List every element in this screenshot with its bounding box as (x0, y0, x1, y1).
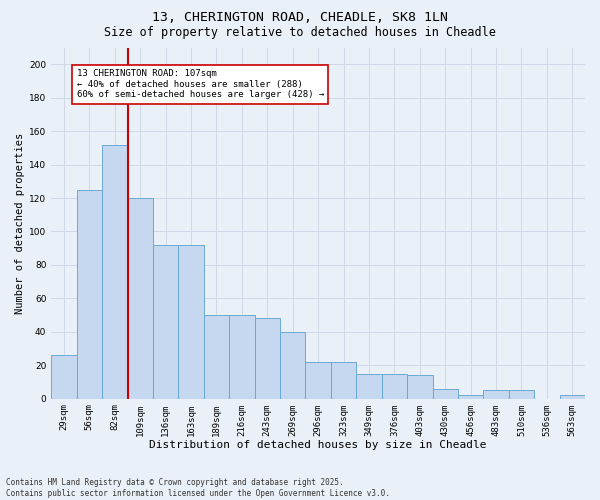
Bar (407, 376, 433, 398)
Text: Size of property relative to detached houses in Cheadle: Size of property relative to detached ho… (104, 26, 496, 39)
Bar (382, 374, 407, 398)
Bar (254, 318, 280, 398)
Bar (229, 315, 254, 398)
Bar (128, 198, 153, 398)
Text: 13, CHERINGTON ROAD, CHEADLE, SK8 1LN: 13, CHERINGTON ROAD, CHEADLE, SK8 1LN (152, 11, 448, 24)
Bar (280, 332, 305, 398)
Bar (305, 362, 331, 399)
Bar (51, 355, 77, 399)
Text: 13 CHERINGTON ROAD: 107sqm
← 40% of detached houses are smaller (288)
60% of sem: 13 CHERINGTON ROAD: 107sqm ← 40% of deta… (77, 69, 324, 99)
Bar (458, 396, 484, 398)
X-axis label: Distribution of detached houses by size in Cheadle: Distribution of detached houses by size … (149, 440, 487, 450)
Bar (331, 362, 356, 399)
Text: Contains HM Land Registry data © Crown copyright and database right 2025.
Contai: Contains HM Land Registry data © Crown c… (6, 478, 390, 498)
Bar (77, 190, 102, 398)
Bar (356, 374, 382, 398)
Y-axis label: Number of detached properties: Number of detached properties (15, 132, 25, 314)
Bar (204, 315, 229, 398)
Bar (433, 388, 458, 398)
Bar (560, 396, 585, 398)
Bar (102, 144, 128, 398)
Bar (509, 390, 534, 398)
Bar (153, 245, 178, 398)
Bar (178, 245, 204, 398)
Bar (484, 390, 509, 398)
